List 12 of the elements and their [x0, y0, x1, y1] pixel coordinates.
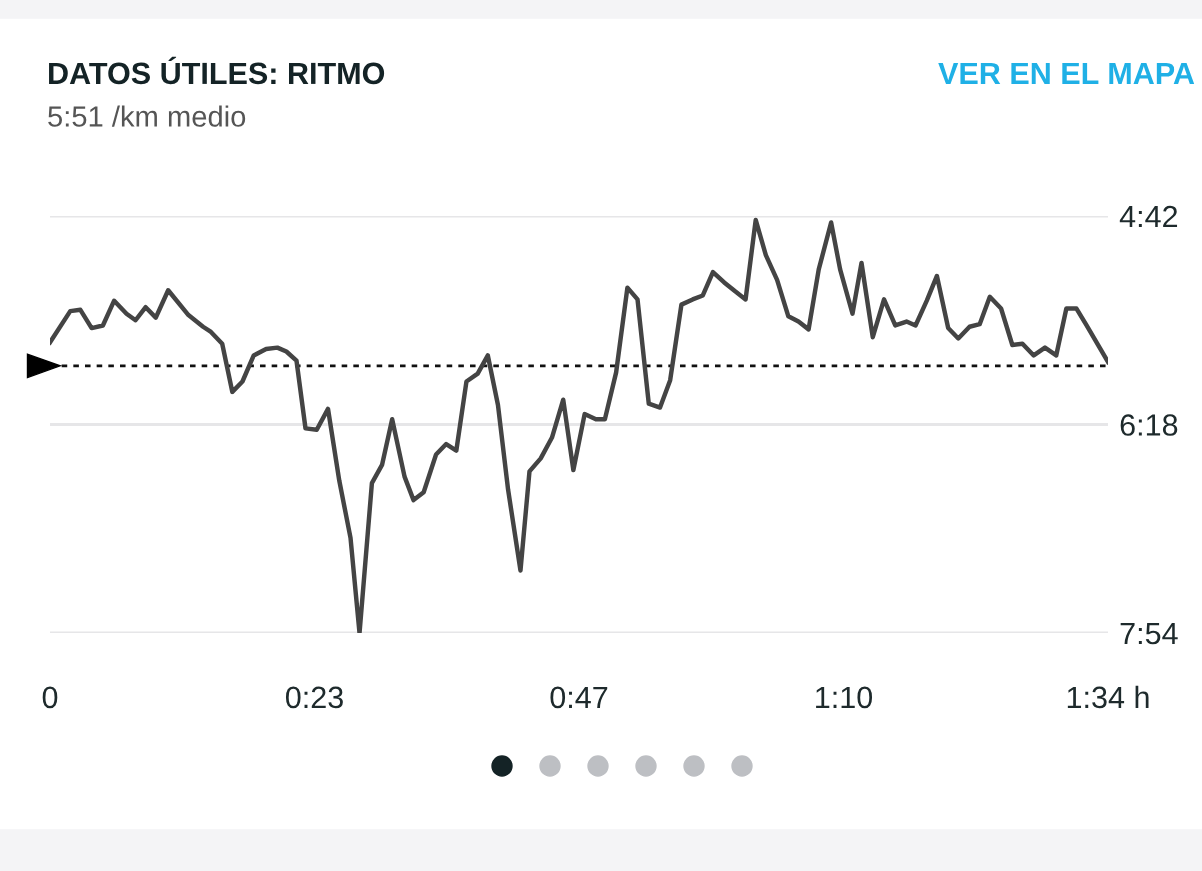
- chart-subtitle: 5:51 /km medio: [48, 105, 246, 127]
- x-tick-label: 1:34 h: [1067, 685, 1149, 709]
- chart-title: DATOS ÚTILES: RITMO: [49, 56, 385, 85]
- x-tick-label: 1:10: [816, 686, 873, 709]
- y-tick-label: 6:18: [1120, 414, 1178, 436]
- x-tick-label: 0:47: [550, 686, 608, 709]
- x-tick-label: 0: [42, 686, 58, 709]
- line-series: [50, 217, 1108, 633]
- text: VER EN EL MAPA: [938, 62, 1195, 84]
- x-tick-label: 0:23: [285, 686, 343, 709]
- y-tick-label: 7:54: [1120, 623, 1178, 645]
- y-tick-label: 4:42: [1119, 205, 1178, 228]
